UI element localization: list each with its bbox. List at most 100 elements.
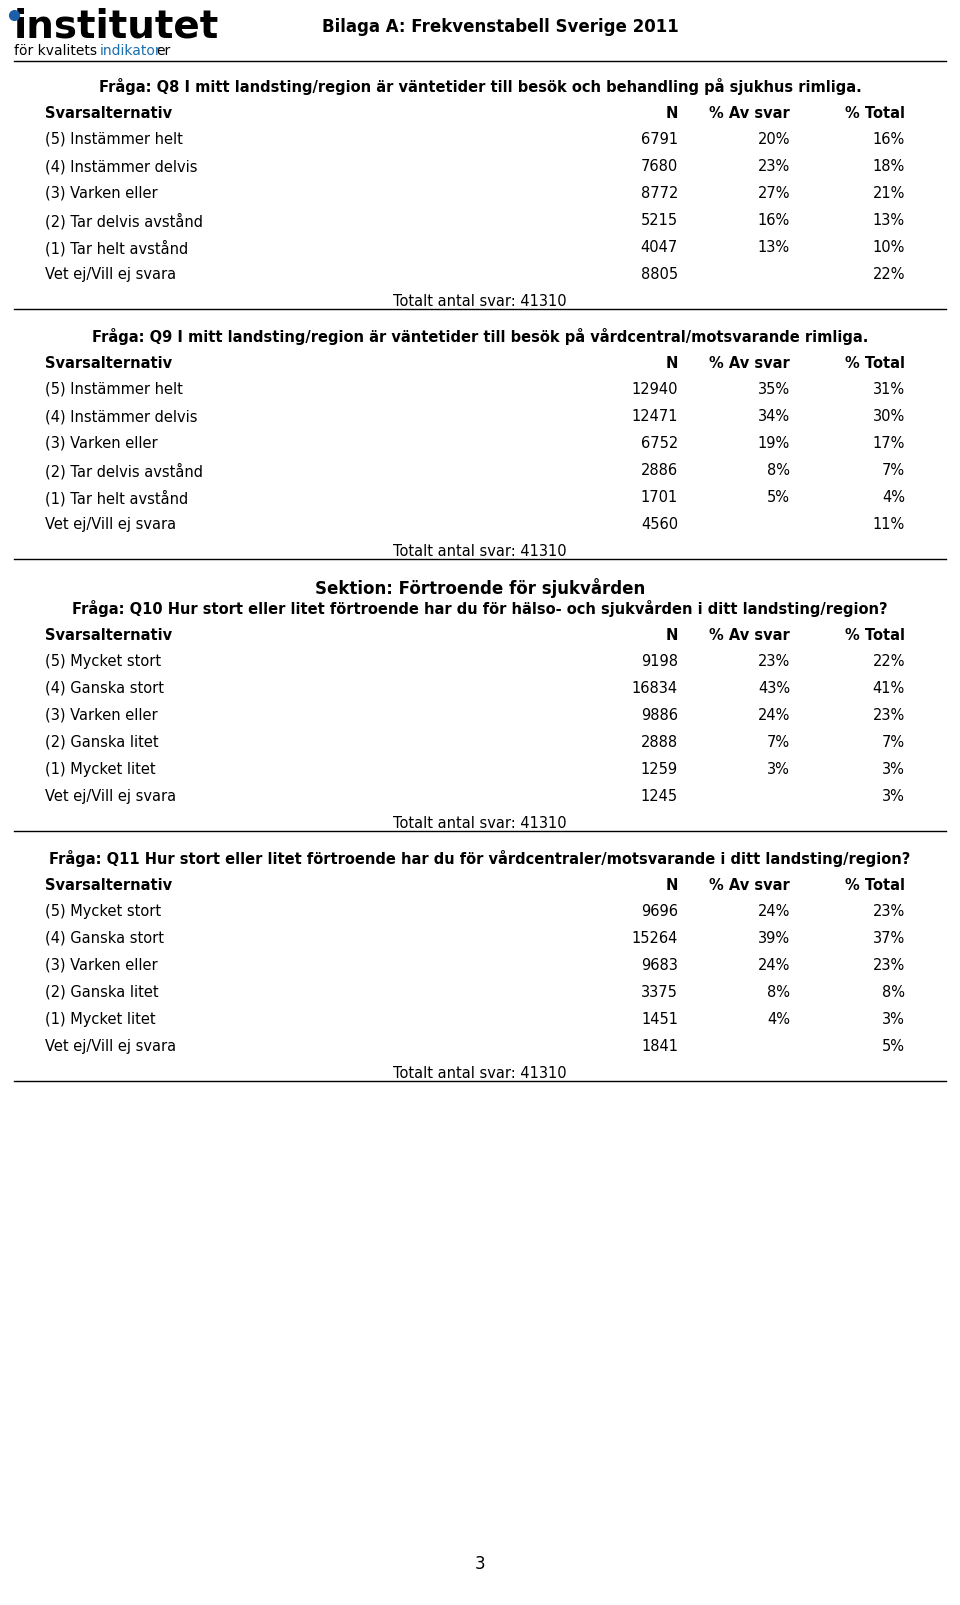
Text: N: N (665, 106, 678, 120)
Text: 6752: 6752 (640, 435, 678, 451)
Text: 1451: 1451 (641, 1011, 678, 1026)
Text: (5) Mycket stort: (5) Mycket stort (45, 653, 161, 669)
Text: 24%: 24% (757, 958, 790, 973)
Text: 20%: 20% (757, 132, 790, 148)
Text: Fråga: Q9 I mitt landsting/region är väntetider till besök på vårdcentral/motsva: Fråga: Q9 I mitt landsting/region är vän… (92, 327, 868, 345)
Text: Svarsalternativ: Svarsalternativ (45, 106, 172, 120)
Text: % Av svar: % Av svar (709, 356, 790, 371)
Text: Totalt antal svar: 41310: Totalt antal svar: 41310 (394, 544, 566, 559)
Text: 19%: 19% (757, 435, 790, 451)
Text: 11%: 11% (873, 517, 905, 531)
Text: 24%: 24% (757, 708, 790, 722)
Text: 3375: 3375 (641, 984, 678, 1000)
Text: 4%: 4% (767, 1011, 790, 1026)
Text: (5) Mycket stort: (5) Mycket stort (45, 904, 161, 918)
Text: 3%: 3% (882, 1011, 905, 1026)
Text: Totalt antal svar: 41310: Totalt antal svar: 41310 (394, 1066, 566, 1080)
Text: 4%: 4% (882, 490, 905, 504)
Text: (1) Tar helt avstånd: (1) Tar helt avstånd (45, 490, 188, 506)
Text: (3) Varken eller: (3) Varken eller (45, 435, 157, 451)
Text: institutet: institutet (14, 8, 219, 47)
Text: 1841: 1841 (641, 1038, 678, 1053)
Text: 27%: 27% (757, 186, 790, 201)
Text: 16%: 16% (873, 132, 905, 148)
Text: 23%: 23% (873, 708, 905, 722)
Text: 8%: 8% (767, 984, 790, 1000)
Text: Svarsalternativ: Svarsalternativ (45, 878, 172, 892)
Text: 12471: 12471 (632, 409, 678, 424)
Text: 5215: 5215 (641, 213, 678, 228)
Text: 7%: 7% (767, 735, 790, 750)
Text: 41%: 41% (873, 681, 905, 695)
Text: (2) Tar delvis avstånd: (2) Tar delvis avstånd (45, 213, 203, 230)
Text: 39%: 39% (757, 931, 790, 945)
Text: % Total: % Total (845, 106, 905, 120)
Text: (3) Varken eller: (3) Varken eller (45, 708, 157, 722)
Text: (3) Varken eller: (3) Varken eller (45, 958, 157, 973)
Text: 13%: 13% (873, 213, 905, 228)
Text: 9886: 9886 (641, 708, 678, 722)
Text: 23%: 23% (873, 958, 905, 973)
Text: Fråga: Q11 Hur stort eller litet förtroende har du för vårdcentraler/motsvarande: Fråga: Q11 Hur stort eller litet förtroe… (49, 849, 911, 867)
Text: 17%: 17% (873, 435, 905, 451)
Text: (2) Tar delvis avstånd: (2) Tar delvis avstånd (45, 462, 203, 480)
Text: er: er (156, 43, 170, 58)
Text: indikator: indikator (100, 43, 161, 58)
Text: 24%: 24% (757, 904, 790, 918)
Text: 9683: 9683 (641, 958, 678, 973)
Text: (4) Ganska stort: (4) Ganska stort (45, 681, 164, 695)
Text: Vet ej/Vill ej svara: Vet ej/Vill ej svara (45, 1038, 176, 1053)
Text: (2) Ganska litet: (2) Ganska litet (45, 735, 158, 750)
Text: 22%: 22% (873, 266, 905, 282)
Text: 18%: 18% (873, 159, 905, 173)
Text: (5) Instämmer helt: (5) Instämmer helt (45, 382, 182, 396)
Text: (4) Instämmer delvis: (4) Instämmer delvis (45, 159, 198, 173)
Text: 9198: 9198 (641, 653, 678, 669)
Text: 37%: 37% (873, 931, 905, 945)
Text: Totalt antal svar: 41310: Totalt antal svar: 41310 (394, 294, 566, 308)
Text: (1) Mycket litet: (1) Mycket litet (45, 761, 156, 777)
Text: 1245: 1245 (641, 788, 678, 804)
Text: 7%: 7% (882, 462, 905, 478)
Text: % Total: % Total (845, 356, 905, 371)
Text: % Total: % Total (845, 878, 905, 892)
Text: Bilaga A: Frekvenstabell Sverige 2011: Bilaga A: Frekvenstabell Sverige 2011 (322, 18, 679, 35)
Text: 3%: 3% (882, 761, 905, 777)
Text: (4) Ganska stort: (4) Ganska stort (45, 931, 164, 945)
Text: 23%: 23% (757, 653, 790, 669)
Text: Vet ej/Vill ej svara: Vet ej/Vill ej svara (45, 266, 176, 282)
Text: 5%: 5% (767, 490, 790, 504)
Text: för kvalitets: för kvalitets (14, 43, 97, 58)
Text: 23%: 23% (873, 904, 905, 918)
Text: Fråga: Q8 I mitt landsting/region är väntetider till besök och behandling på sju: Fråga: Q8 I mitt landsting/region är vän… (99, 79, 861, 95)
Text: 10%: 10% (873, 239, 905, 255)
Text: 23%: 23% (757, 159, 790, 173)
Text: 30%: 30% (873, 409, 905, 424)
Text: 16%: 16% (757, 213, 790, 228)
Text: 31%: 31% (873, 382, 905, 396)
Text: % Total: % Total (845, 628, 905, 642)
Text: 16834: 16834 (632, 681, 678, 695)
Text: 8805: 8805 (641, 266, 678, 282)
Text: N: N (665, 878, 678, 892)
Text: 35%: 35% (757, 382, 790, 396)
Text: 5%: 5% (882, 1038, 905, 1053)
Text: 12940: 12940 (632, 382, 678, 396)
Text: 1701: 1701 (640, 490, 678, 504)
Text: N: N (665, 628, 678, 642)
Text: 34%: 34% (757, 409, 790, 424)
Text: 3%: 3% (882, 788, 905, 804)
Text: N: N (665, 356, 678, 371)
Text: 4047: 4047 (640, 239, 678, 255)
Text: (5) Instämmer helt: (5) Instämmer helt (45, 132, 182, 148)
Text: 7680: 7680 (640, 159, 678, 173)
Text: 43%: 43% (757, 681, 790, 695)
Text: (1) Tar helt avstånd: (1) Tar helt avstånd (45, 239, 188, 257)
Text: % Av svar: % Av svar (709, 878, 790, 892)
Text: Fråga: Q10 Hur stort eller litet förtroende har du för hälso- och sjukvården i d: Fråga: Q10 Hur stort eller litet förtroe… (72, 600, 888, 616)
Text: 15264: 15264 (632, 931, 678, 945)
Text: 9696: 9696 (641, 904, 678, 918)
Text: (2) Ganska litet: (2) Ganska litet (45, 984, 158, 1000)
Text: (3) Varken eller: (3) Varken eller (45, 186, 157, 201)
Text: 8%: 8% (767, 462, 790, 478)
